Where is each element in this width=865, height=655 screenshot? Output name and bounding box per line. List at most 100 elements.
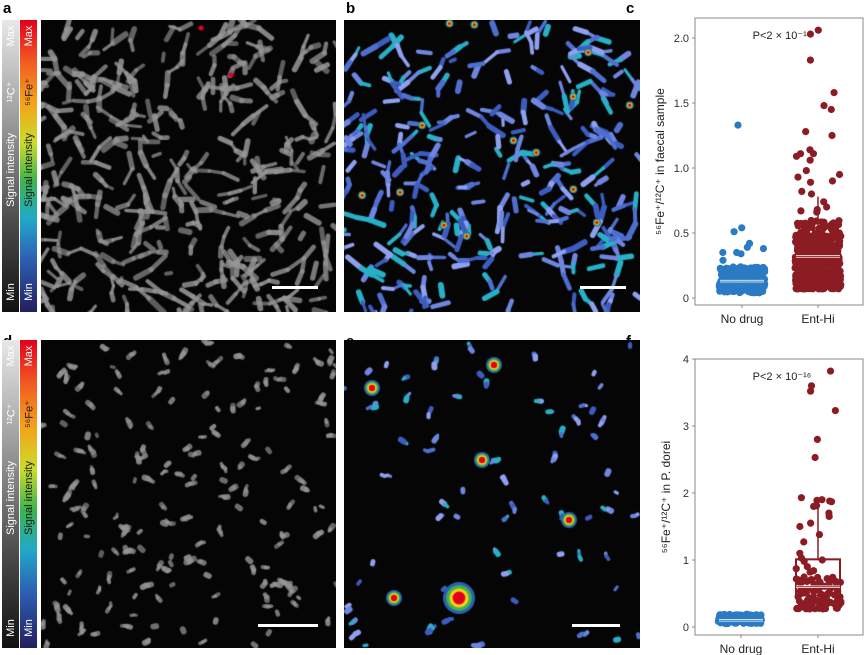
- data-point: [815, 530, 824, 539]
- data-point: [807, 382, 816, 390]
- chart-c: 0 0.5 1.0 1.5 2.0 No drug Ent-Hi ⁵⁶Fe⁺/¹²C⁺ in …: [653, 17, 864, 326]
- data-point: [716, 282, 725, 291]
- fe56-image-faecal: [344, 20, 640, 312]
- data-point: [814, 26, 822, 34]
- data-point: [806, 387, 815, 395]
- data-point: [738, 224, 746, 232]
- data-point: [813, 496, 821, 504]
- data-point: [802, 167, 810, 175]
- data-point: [757, 285, 765, 293]
- data-point: [828, 177, 837, 185]
- data-point: [719, 256, 727, 264]
- data-point: [830, 278, 838, 287]
- y-tick-label: 3: [683, 421, 689, 433]
- data-point: [794, 222, 802, 230]
- y-tick-label: 0.5: [674, 228, 689, 240]
- data-point: [835, 170, 844, 179]
- y-tick-label: 4: [683, 354, 689, 366]
- data-point: [831, 406, 839, 415]
- data-point: [796, 522, 804, 531]
- data-point: [796, 241, 804, 249]
- scale-bar: [572, 624, 620, 627]
- data-point: [823, 203, 831, 211]
- x-tick-label: Ent-Hi: [801, 642, 834, 655]
- data-point: [820, 102, 828, 110]
- data-point: [797, 494, 805, 502]
- data-point: [753, 267, 761, 275]
- data-point: [757, 611, 765, 619]
- data-point: [797, 268, 805, 276]
- data-point: [737, 250, 745, 258]
- data-point: [729, 263, 737, 271]
- x-tick-label: Ent-Hi: [801, 312, 834, 326]
- plot-frame: [694, 358, 864, 636]
- data-point: [802, 128, 810, 136]
- data-point: [810, 502, 818, 510]
- p-value-annotation: P<2 × 10⁻¹⁶: [753, 30, 812, 42]
- y-tick-label: 1.0: [674, 163, 689, 175]
- y-tick-label: 2: [683, 488, 689, 500]
- data-point: [720, 288, 729, 296]
- data-point: [806, 30, 815, 38]
- data-point: [759, 245, 768, 253]
- c12-image-p-dorei: [41, 340, 336, 648]
- data-point: [815, 604, 823, 612]
- fe56-image-p-dorei: [344, 340, 640, 648]
- data-point: [800, 538, 808, 546]
- data-point: [807, 519, 815, 527]
- data-point: [835, 217, 843, 225]
- x-tick-label: No drug: [721, 312, 764, 326]
- data-point: [825, 273, 833, 281]
- data-point: [730, 228, 738, 236]
- data-point: [759, 263, 767, 272]
- y-axis-label: ⁵⁶Fe⁺/¹²C⁺ in faecal sample: [653, 88, 667, 235]
- c12-colorbar: Max ¹²C⁺ Signal intensity Min: [2, 20, 19, 312]
- x-tick-label: No drug: [720, 642, 763, 655]
- data-point: [827, 222, 835, 230]
- panel-label-a: a: [3, 0, 12, 17]
- data-point: [828, 575, 837, 583]
- data-point: [811, 453, 819, 462]
- data-point: [814, 245, 823, 253]
- scale-bar: [580, 286, 626, 289]
- panel-label-b: b: [346, 0, 356, 17]
- data-point: [808, 604, 816, 612]
- data-point: [796, 281, 805, 289]
- data-point: [806, 568, 814, 576]
- data-point: [795, 604, 804, 612]
- fe56-colorbar: Max ⁵⁶Fe⁺ Signal intensity Min: [20, 20, 37, 312]
- c12-colorbar: Max ¹²C⁺ Signal intensity Min: [2, 340, 19, 648]
- y-axis-label: ⁵⁶Fe⁺/¹²C⁺ in P. dorei: [659, 441, 673, 553]
- data-point: [792, 152, 801, 160]
- data-point: [743, 243, 751, 251]
- data-point: [826, 367, 835, 375]
- data-point: [830, 89, 838, 97]
- y-tick-label: 2.0: [674, 33, 689, 45]
- data-point: [794, 173, 802, 181]
- data-point: [831, 227, 840, 236]
- data-point: [809, 150, 818, 158]
- data-point: [833, 579, 841, 588]
- data-point: [803, 563, 811, 571]
- data-point: [803, 221, 811, 229]
- data-point: [823, 600, 831, 608]
- c12-image-faecal: [41, 20, 336, 312]
- y-tick-label: 0: [683, 622, 689, 634]
- data-point: [809, 594, 817, 602]
- data-point: [803, 283, 811, 292]
- p-value-annotation: P<2 × 10⁻¹⁶: [753, 371, 812, 383]
- data-point: [826, 265, 834, 273]
- data-point: [806, 178, 815, 186]
- data-point: [818, 224, 826, 232]
- y-tick-label: 0: [683, 293, 689, 305]
- data-point: [798, 187, 806, 195]
- data-point: [807, 190, 816, 198]
- data-point: [806, 156, 814, 164]
- data-point: [813, 573, 822, 582]
- data-point: [734, 121, 742, 129]
- box-outline: [795, 558, 841, 597]
- data-point: [813, 435, 821, 443]
- data-point: [827, 498, 836, 506]
- data-point: [797, 207, 805, 215]
